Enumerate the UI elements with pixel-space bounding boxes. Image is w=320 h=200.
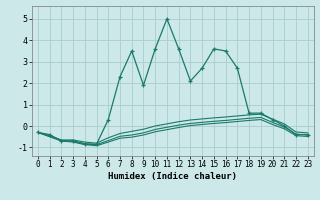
X-axis label: Humidex (Indice chaleur): Humidex (Indice chaleur)	[108, 172, 237, 181]
